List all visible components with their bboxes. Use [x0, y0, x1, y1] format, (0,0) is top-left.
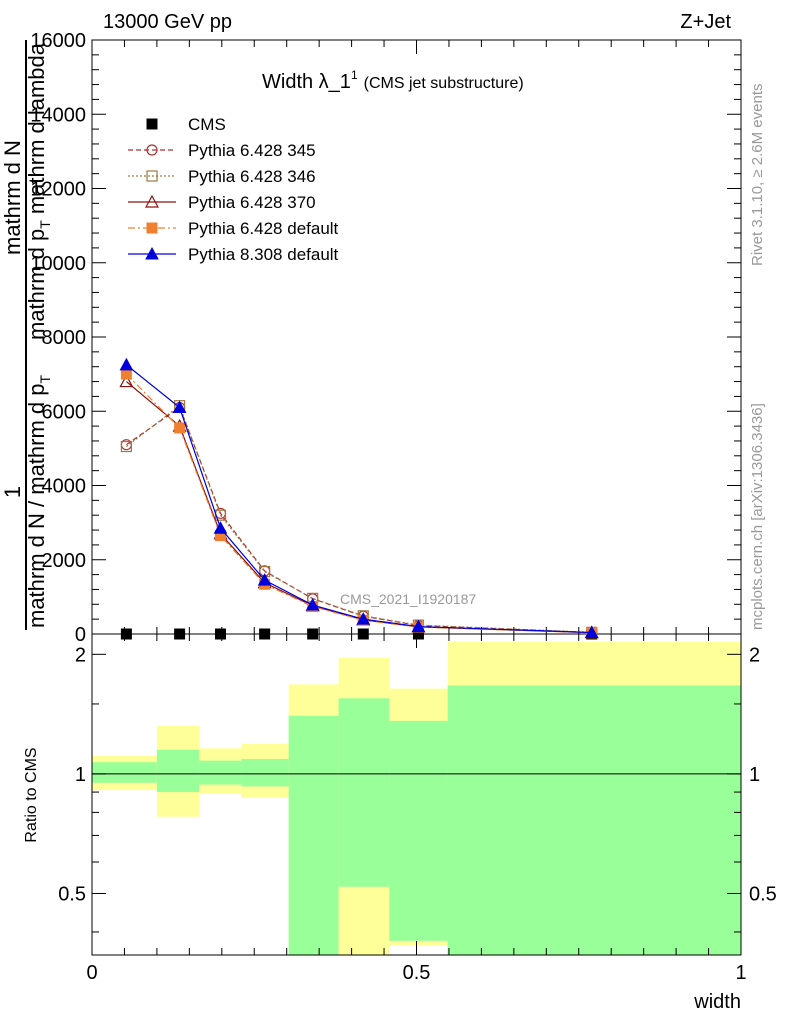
y-axis-label: 1 mathrm d N / mathrm d pT mathrm d N ma… [0, 40, 53, 630]
legend-marker [145, 246, 159, 260]
x-tick-label: 0.5 [403, 962, 431, 984]
series-1-line [126, 406, 592, 634]
legend-label: Pythia 6.428 346 [188, 167, 316, 186]
legend-marker [144, 194, 160, 208]
series-5-point [172, 400, 187, 414]
chart-title-main: Width λ_1 [262, 71, 351, 93]
ratio-ticks: 0.5 0.5 1 1 2 2 0 0.5 1 [58, 634, 777, 984]
legend-marker [146, 144, 158, 156]
ratio-band-green [389, 720, 448, 941]
legend-label: Pythia 8.308 default [188, 245, 339, 264]
chart-title-sup: 1 [351, 68, 358, 82]
ratio-bands [92, 641, 741, 955]
legend: CMS Pythia 6.428 345 Pythia 6.428 346 Pythi… [128, 115, 339, 264]
series-5 [119, 357, 599, 639]
y-tick-label: 12000 [30, 179, 86, 201]
series-0-point [307, 628, 319, 640]
ratio-band-green [92, 762, 157, 783]
header-left: 13000 GeV pp [103, 11, 232, 33]
series-5-point [257, 573, 272, 586]
series-5-point [584, 625, 599, 639]
ratio-band-green [199, 760, 242, 785]
series-5-point [119, 357, 134, 371]
x-tick-label: 0 [86, 962, 97, 984]
y-tick-label: 10000 [30, 253, 86, 275]
series-5-point [305, 597, 320, 611]
chart-subtitle: (CMS jet substructure) [364, 75, 524, 92]
legend-item: CMS [146, 115, 226, 134]
series-4-point [120, 368, 132, 380]
legend-label: CMS [188, 115, 226, 134]
rivet-label: Rivet 3.1.10, ≥ 2.6M events [749, 84, 766, 267]
legend-item: Pythia 6.428 345 [128, 141, 316, 160]
legend-label: Pythia 6.428 default [188, 219, 339, 238]
ratio-band-green [241, 759, 289, 787]
y-label-denominator-sub: T [37, 374, 53, 383]
y-tick-label: 8000 [42, 327, 87, 349]
y-label-denominator-main: mathrm d N / mathrm d p [24, 383, 49, 628]
legend-marker [146, 222, 158, 234]
legend-marker [146, 118, 158, 130]
y-label-inner-denom-lambda: mathrm d lambda [24, 42, 49, 214]
series-0-point [215, 628, 227, 640]
legend-item: Pythia 8.308 default [128, 245, 339, 264]
mcplots-label: mcplots.cern.ch [arXiv:1306.3436] [749, 403, 766, 630]
y-tick-label: 2000 [42, 550, 87, 572]
y-label-inner-denom-main: mathrm d p [24, 229, 49, 340]
analysis-watermark: CMS_2021_I1920187 [340, 591, 476, 607]
main-y-ticks: 0 2000 4000 6000 8000 10000 12000 14000 16000 [30, 30, 742, 646]
x-tick-label: 1 [735, 962, 746, 984]
y-tick-label: 14000 [30, 104, 86, 126]
y-label-numerator-one: 1 [0, 486, 25, 498]
ratio-y-tick-label-right: 0.5 [749, 883, 777, 905]
y-label-denominator: mathrm d N / mathrm d pT [24, 374, 53, 628]
y-tick-label: 4000 [42, 476, 87, 498]
ratio-y-tick-label-right: 1 [749, 764, 760, 786]
series-5-point [411, 619, 426, 633]
ratio-y-tick-label: 2 [75, 644, 86, 666]
ratio-band-green [338, 698, 390, 887]
y-label-inner-numerator: mathrm d N [0, 140, 25, 255]
series-3-point [119, 374, 134, 388]
ratio-band-green [288, 715, 339, 955]
series-5-point [356, 612, 371, 625]
legend-label: Pythia 6.428 370 [188, 193, 316, 212]
series-5-point [213, 521, 228, 534]
series-4-line [125, 373, 592, 634]
x-axis-label: width [693, 991, 741, 1013]
ratio-band-green [447, 685, 741, 955]
ratio-band-green [156, 749, 200, 793]
ratio-y-tick-label-right: 2 [749, 644, 760, 666]
series-0-point [259, 628, 271, 640]
legend-item: Pythia 6.428 370 [128, 193, 316, 212]
y-tick-label: 6000 [42, 401, 87, 423]
legend-marker [146, 170, 158, 182]
series-0-point [174, 628, 186, 640]
ratio-y-tick-label: 0.5 [58, 883, 86, 905]
series-layer [119, 357, 599, 640]
series-0-point [357, 628, 369, 640]
y-label-inner-denom-sub: T [37, 220, 53, 229]
legend-item: Pythia 6.428 default [128, 219, 339, 238]
series-0-point [120, 628, 132, 640]
header-right: Z+Jet [680, 11, 731, 33]
chart-title: Width λ_11 (CMS jet substructure) [262, 68, 524, 93]
legend-item: Pythia 6.428 346 [128, 167, 316, 186]
ratio-y-tick-label: 1 [75, 764, 86, 786]
series-2-point [120, 440, 132, 453]
ratio-y-label: Ratio to CMS [23, 747, 40, 842]
y-tick-label: 16000 [30, 30, 86, 52]
series-4-point [174, 422, 186, 434]
y-tick-label: 0 [75, 624, 86, 646]
y-label-inner-denominator: mathrm d pTmathrm d lambda [24, 42, 53, 340]
series-5-line [126, 364, 592, 634]
legend-label: Pythia 6.428 345 [188, 141, 316, 160]
